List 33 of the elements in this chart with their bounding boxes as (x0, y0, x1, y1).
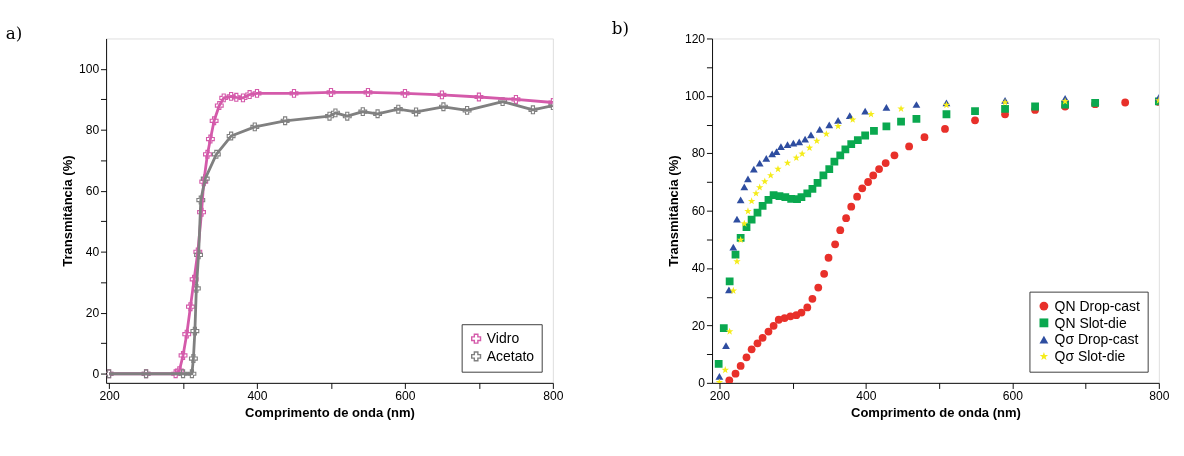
y-tick-label: 0 (698, 376, 706, 391)
y-tick-label: 40 (691, 261, 706, 276)
y-tick-label: 80 (691, 146, 706, 161)
legend-label: Qσ Slot-die (1054, 348, 1126, 365)
y-tick-label: 80 (85, 123, 100, 138)
x-tick-label: 200 (709, 389, 731, 404)
x-tick-label: 600 (395, 389, 416, 404)
y-tick-label: 60 (691, 203, 706, 218)
chart-title: b) (611, 17, 630, 38)
x-tick-label: 800 (543, 389, 564, 404)
y-tick-label: 100 (78, 62, 100, 77)
x-axis-title: Comprimento de onda (nm) (850, 404, 1021, 420)
y-tick-label: 0 (92, 366, 100, 381)
legend-label: Vidro (486, 330, 520, 347)
chart-title: a) (5, 23, 23, 44)
legend-label: Qσ Drop-cast (1054, 331, 1139, 348)
y-tick-label: 20 (85, 305, 100, 320)
y-tick-label: 60 (85, 184, 100, 199)
y-tick-label: 120 (684, 31, 706, 46)
y-tick-label: 40 (85, 245, 100, 260)
x-tick-label: 400 (247, 389, 268, 404)
y-axis-title: Transmitância (%) (60, 155, 76, 267)
x-tick-label: 800 (1149, 389, 1170, 404)
y-axis-title: Transmitância (%) (666, 155, 682, 267)
legend-label: QN Slot-die (1054, 314, 1127, 331)
y-tick-label: 20 (691, 318, 706, 333)
y-tick-label: 100 (684, 89, 706, 104)
x-axis-title: Comprimento de onda (nm) (245, 404, 415, 420)
legend-label: QN Drop-cast (1054, 297, 1141, 314)
legend-label: Acetato (486, 348, 535, 365)
x-tick-label: 200 (99, 389, 120, 404)
x-tick-label: 400 (856, 389, 877, 404)
x-tick-label: 600 (1002, 389, 1024, 404)
